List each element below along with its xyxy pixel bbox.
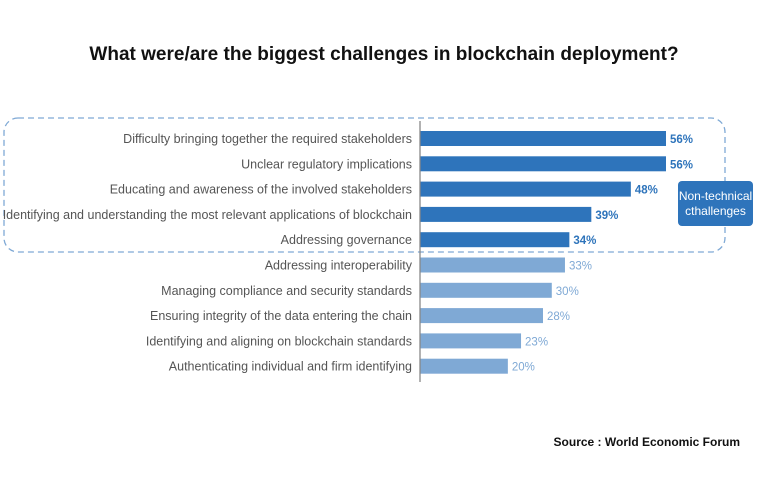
- value-label: 39%: [595, 210, 618, 222]
- bar: [420, 333, 522, 349]
- non-technical-annotation: Non-technical cthallenges: [678, 181, 753, 226]
- category-label: Difficulty bringing together the require…: [123, 132, 412, 146]
- chart-title: What were/are the biggest challenges in …: [89, 44, 679, 65]
- category-label: Addressing interoperability: [265, 259, 413, 273]
- category-label: Identifying and understanding the most r…: [3, 208, 412, 222]
- value-label: 30%: [556, 286, 579, 298]
- value-label: 28%: [547, 311, 570, 323]
- bar: [420, 206, 592, 222]
- value-label: 34%: [573, 235, 596, 247]
- category-label: Educating and awareness of the involved …: [110, 183, 412, 197]
- bar: [420, 232, 570, 248]
- category-label: Addressing governance: [281, 233, 412, 247]
- bar: [420, 282, 552, 298]
- value-label: 33%: [569, 261, 592, 273]
- source-note: Source : World Economic Forum: [553, 435, 740, 449]
- group-outline: [3, 117, 726, 253]
- bar: [420, 156, 666, 172]
- value-label: 48%: [635, 185, 658, 197]
- value-label: 56%: [670, 159, 693, 171]
- bar: [420, 358, 508, 374]
- bar: [420, 131, 666, 146]
- bar: [420, 181, 631, 197]
- category-label: Identifying and aligning on blockchain s…: [146, 334, 412, 348]
- category-label: Unclear regulatory implications: [241, 157, 412, 171]
- value-label: 20%: [512, 362, 535, 374]
- category-label: Ensuring integrity of the data entering …: [150, 309, 412, 323]
- bar: [420, 257, 565, 273]
- category-label: Authenticating individual and firm ident…: [169, 360, 412, 374]
- category-label: Managing compliance and security standar…: [161, 284, 412, 298]
- value-label: 23%: [525, 336, 548, 348]
- value-label: 56%: [670, 134, 693, 146]
- bar: [420, 308, 543, 324]
